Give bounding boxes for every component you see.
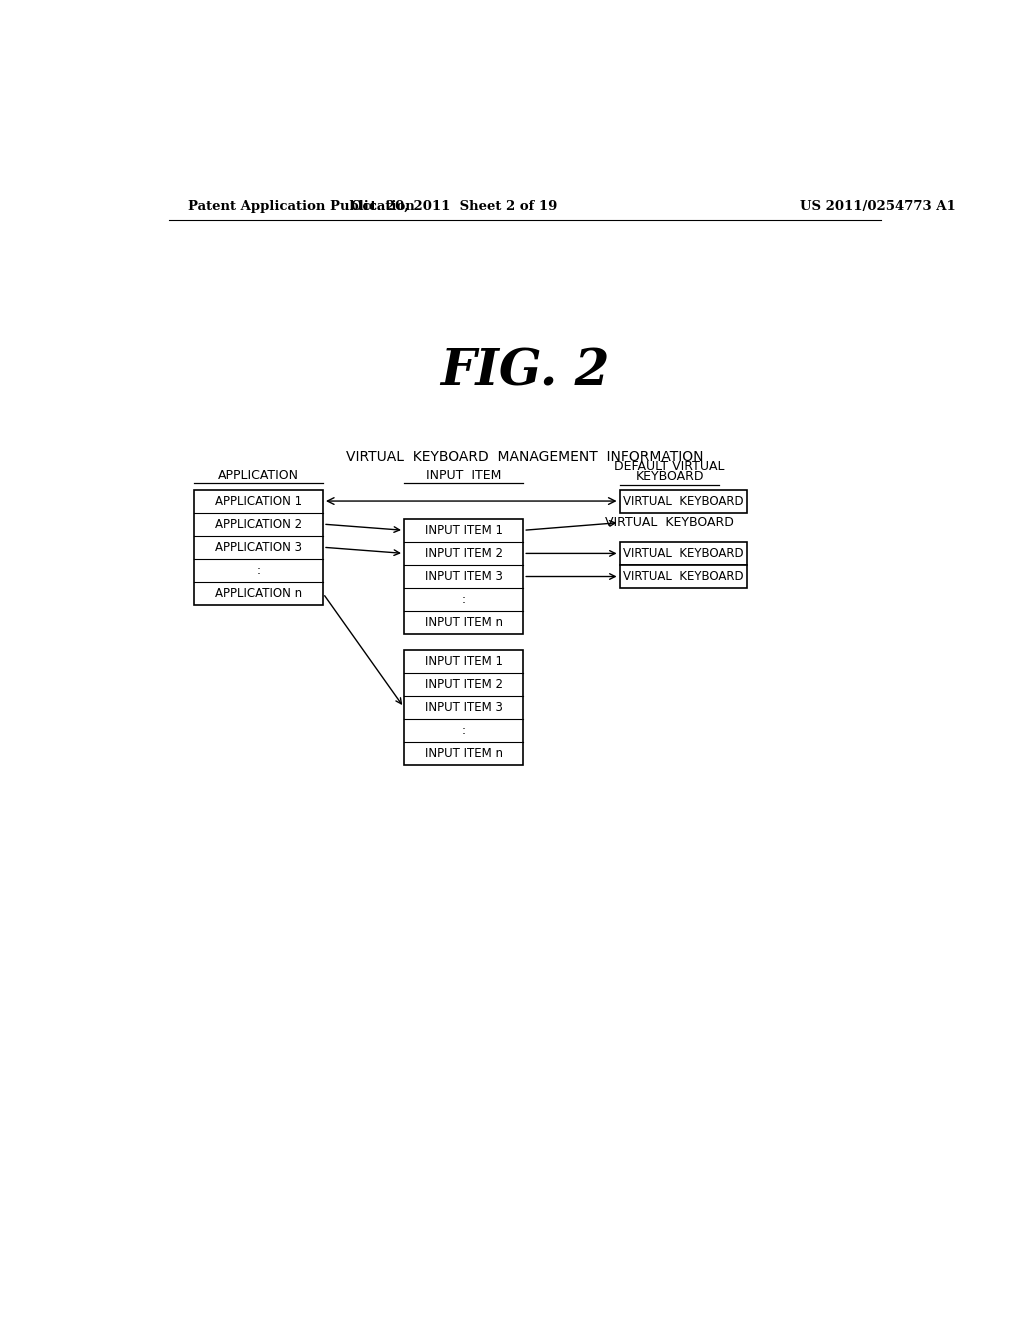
Text: Oct. 20, 2011  Sheet 2 of 19: Oct. 20, 2011 Sheet 2 of 19	[351, 199, 557, 213]
Text: VIRTUAL  KEYBOARD: VIRTUAL KEYBOARD	[623, 495, 743, 508]
Bar	[194, 490, 323, 605]
Text: KEYBOARD: KEYBOARD	[635, 470, 703, 483]
Text: INPUT ITEM n: INPUT ITEM n	[425, 747, 503, 760]
Text: INPUT ITEM 3: INPUT ITEM 3	[425, 701, 503, 714]
Text: :: :	[462, 723, 466, 737]
Text: APPLICATION 1: APPLICATION 1	[215, 495, 302, 508]
Text: VIRTUAL  KEYBOARD: VIRTUAL KEYBOARD	[623, 570, 743, 583]
Text: APPLICATION: APPLICATION	[218, 469, 299, 482]
Text: :: :	[462, 593, 466, 606]
Bar	[620, 541, 746, 565]
Text: INPUT ITEM 1: INPUT ITEM 1	[425, 524, 503, 537]
Text: DEFAULT VIRTUAL: DEFAULT VIRTUAL	[614, 459, 725, 473]
Bar	[403, 519, 523, 635]
Text: VIRTUAL  KEYBOARD: VIRTUAL KEYBOARD	[605, 516, 734, 529]
Text: INPUT ITEM 1: INPUT ITEM 1	[425, 655, 503, 668]
Text: APPLICATION 3: APPLICATION 3	[215, 541, 302, 554]
Text: FIG. 2: FIG. 2	[440, 348, 609, 397]
Bar	[620, 565, 746, 589]
Bar	[620, 490, 746, 512]
Text: APPLICATION n: APPLICATION n	[215, 587, 302, 601]
Text: INPUT ITEM 2: INPUT ITEM 2	[425, 546, 503, 560]
Text: INPUT  ITEM: INPUT ITEM	[426, 469, 502, 482]
Text: VIRTUAL  KEYBOARD  MANAGEMENT  INFORMATION: VIRTUAL KEYBOARD MANAGEMENT INFORMATION	[346, 450, 703, 465]
Text: APPLICATION 2: APPLICATION 2	[215, 517, 302, 531]
Text: US 2011/0254773 A1: US 2011/0254773 A1	[801, 199, 956, 213]
Bar	[403, 649, 523, 766]
Text: :: :	[256, 564, 260, 577]
Text: INPUT ITEM 3: INPUT ITEM 3	[425, 570, 503, 583]
Text: INPUT ITEM n: INPUT ITEM n	[425, 616, 503, 630]
Text: Patent Application Publication: Patent Application Publication	[188, 199, 415, 213]
Text: INPUT ITEM 2: INPUT ITEM 2	[425, 677, 503, 690]
Text: VIRTUAL  KEYBOARD: VIRTUAL KEYBOARD	[623, 546, 743, 560]
